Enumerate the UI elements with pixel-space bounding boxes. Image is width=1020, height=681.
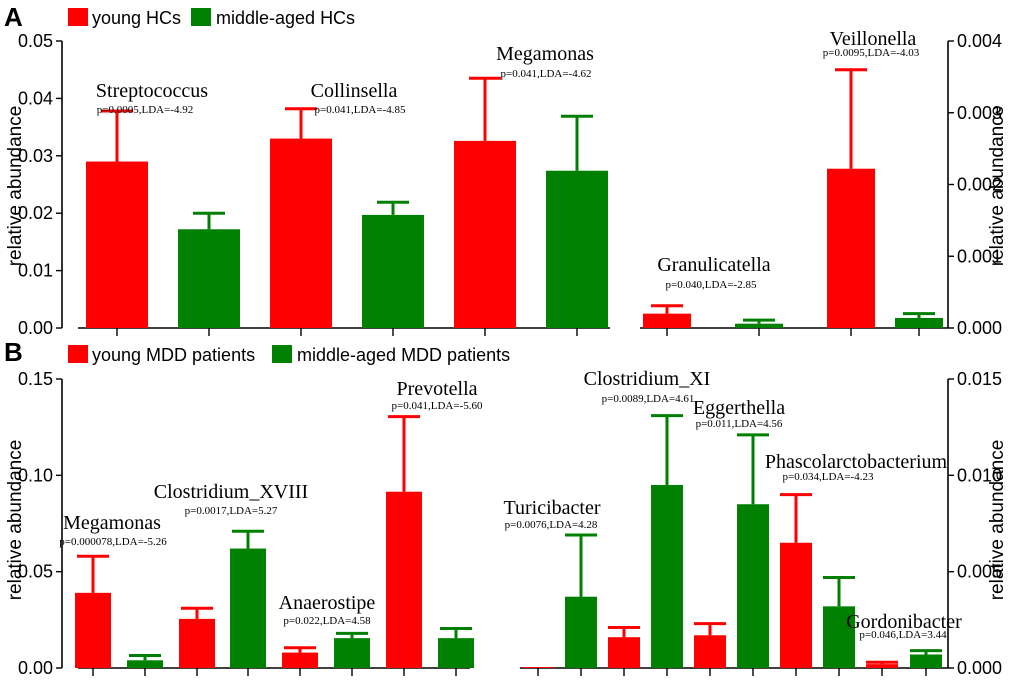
y-axis-title-a-left: relative abundance [5, 106, 26, 267]
panel-letter-a: A [4, 2, 23, 32]
y-tick-label: 0.04 [18, 88, 53, 108]
y-tick-label: 0.03 [18, 146, 53, 166]
stat-label: p=0.046,LDA=3.44 [859, 629, 947, 641]
bar-young [454, 140, 516, 328]
stat-label: p=0.0089,LDA=4.61 [602, 393, 695, 405]
y-tick-label: 0.10 [18, 465, 53, 485]
taxon-label: Collinsella [311, 80, 398, 102]
y-tick-label: 0.05 [18, 562, 53, 582]
y-tick-label: 0.02 [18, 203, 53, 223]
y-tick-label: 0.004 [957, 31, 1002, 51]
bar-middle [910, 654, 942, 668]
bar-young [780, 542, 812, 668]
stat-label: p=0.0076,LDA=4.28 [505, 519, 598, 531]
y-tick-label: 0.000 [957, 658, 1002, 678]
stat-label: p=0.0005,LDA=-4.92 [97, 104, 193, 116]
taxon-label: Veillonella [830, 28, 917, 50]
bar-middle [737, 504, 769, 668]
taxon-label: Granulicatella [657, 254, 770, 276]
bar-young [386, 491, 422, 668]
bar-young [86, 161, 148, 328]
taxon-label: Streptococcus [96, 80, 208, 102]
bar-young [270, 138, 332, 328]
y-tick-label: 0.015 [957, 369, 1002, 389]
bar-middle [546, 170, 608, 328]
taxon-label: Eggerthella [693, 397, 785, 419]
stat-label: p=0.041,LDA=-5.60 [392, 400, 483, 412]
taxon-label: Turicibacter [503, 497, 600, 519]
legend-label-young: young MDD patients [92, 345, 255, 365]
taxon-label: Gordonibacter [846, 611, 962, 633]
bar-middle [895, 317, 943, 328]
stat-label: p=0.040,LDA=-2.85 [666, 279, 757, 291]
bar-young [75, 592, 111, 668]
taxon-label: Megamonas [496, 43, 594, 65]
bar-young [282, 652, 318, 668]
taxon-label: Megamonas [63, 512, 161, 534]
legend-swatch-young [68, 345, 88, 363]
legend-swatch-middle [191, 8, 211, 26]
y-tick-label: 0.05 [18, 31, 53, 51]
bar-young [643, 313, 691, 328]
bar-middle [651, 484, 683, 668]
bar-middle [334, 638, 370, 668]
y-tick-label: 0.00 [18, 318, 53, 338]
legend-a: young HCs middle-aged HCs [68, 8, 355, 28]
legend-label-middle: middle-aged MDD patients [297, 345, 510, 365]
bar-middle [127, 660, 163, 668]
bar-young [522, 667, 554, 668]
bar-young [827, 168, 875, 328]
y-tick-label: 0.001 [957, 246, 1002, 266]
bar-young [866, 664, 898, 668]
y-tick-label: 0.003 [957, 103, 1002, 123]
y-tick-label: 0.01 [18, 261, 53, 281]
legend-swatch-young [68, 8, 88, 26]
bar-middle [438, 638, 474, 668]
stat-label: p=0.000078,LDA=-5.26 [59, 536, 167, 548]
legend-swatch-middle [272, 345, 292, 363]
bar-young [179, 618, 215, 668]
bar-middle [178, 229, 240, 328]
stat-label: p=0.034,LDA=-4.23 [783, 471, 874, 483]
y-tick-label: 0.005 [957, 562, 1002, 582]
legend-label-middle: middle-aged HCs [216, 8, 355, 28]
y-axis-title-b-right: relative abundance [987, 440, 1008, 601]
y-tick-label: 0.15 [18, 369, 53, 389]
stat-label: p=0.041,LDA=-4.85 [315, 104, 406, 116]
taxon-label: Clostridium_XVIII [154, 481, 308, 503]
stat-label: p=0.0095,LDA=-4.03 [823, 47, 920, 59]
bar-middle [565, 596, 597, 668]
bar-middle [230, 548, 266, 668]
stat-label: p=0.0017,LDA=5.27 [185, 505, 278, 517]
y-axis-title-a-right: relative abundance [987, 106, 1008, 267]
taxon-label: Anaerostipe [279, 592, 376, 614]
y-tick-label: 0.010 [957, 465, 1002, 485]
stat-label: p=0.022,LDA=4.58 [283, 615, 371, 627]
taxon-label: Phascolarctobacterium [765, 451, 948, 473]
bar-middle [823, 606, 855, 668]
legend-label-young: young HCs [92, 8, 181, 28]
taxon-label: Clostridium_XI [584, 368, 711, 390]
bar-middle [735, 323, 783, 328]
bar-young [608, 637, 640, 668]
y-axis-title-b-left: relative abundance [5, 440, 26, 601]
y-tick-label: 0.000 [957, 318, 1002, 338]
legend-b: young MDD patients middle-aged MDD patie… [68, 345, 510, 365]
bar-young [694, 635, 726, 668]
bar-middle [362, 214, 424, 328]
y-tick-label: 0.002 [957, 175, 1002, 195]
stat-label: p=0.041,LDA=-4.62 [501, 68, 592, 80]
stat-label: p=0.011,LDA=4.56 [696, 418, 783, 430]
panel-letter-b: B [4, 337, 23, 367]
taxon-label: Prevotella [396, 378, 477, 400]
y-tick-label: 0.00 [18, 658, 53, 678]
